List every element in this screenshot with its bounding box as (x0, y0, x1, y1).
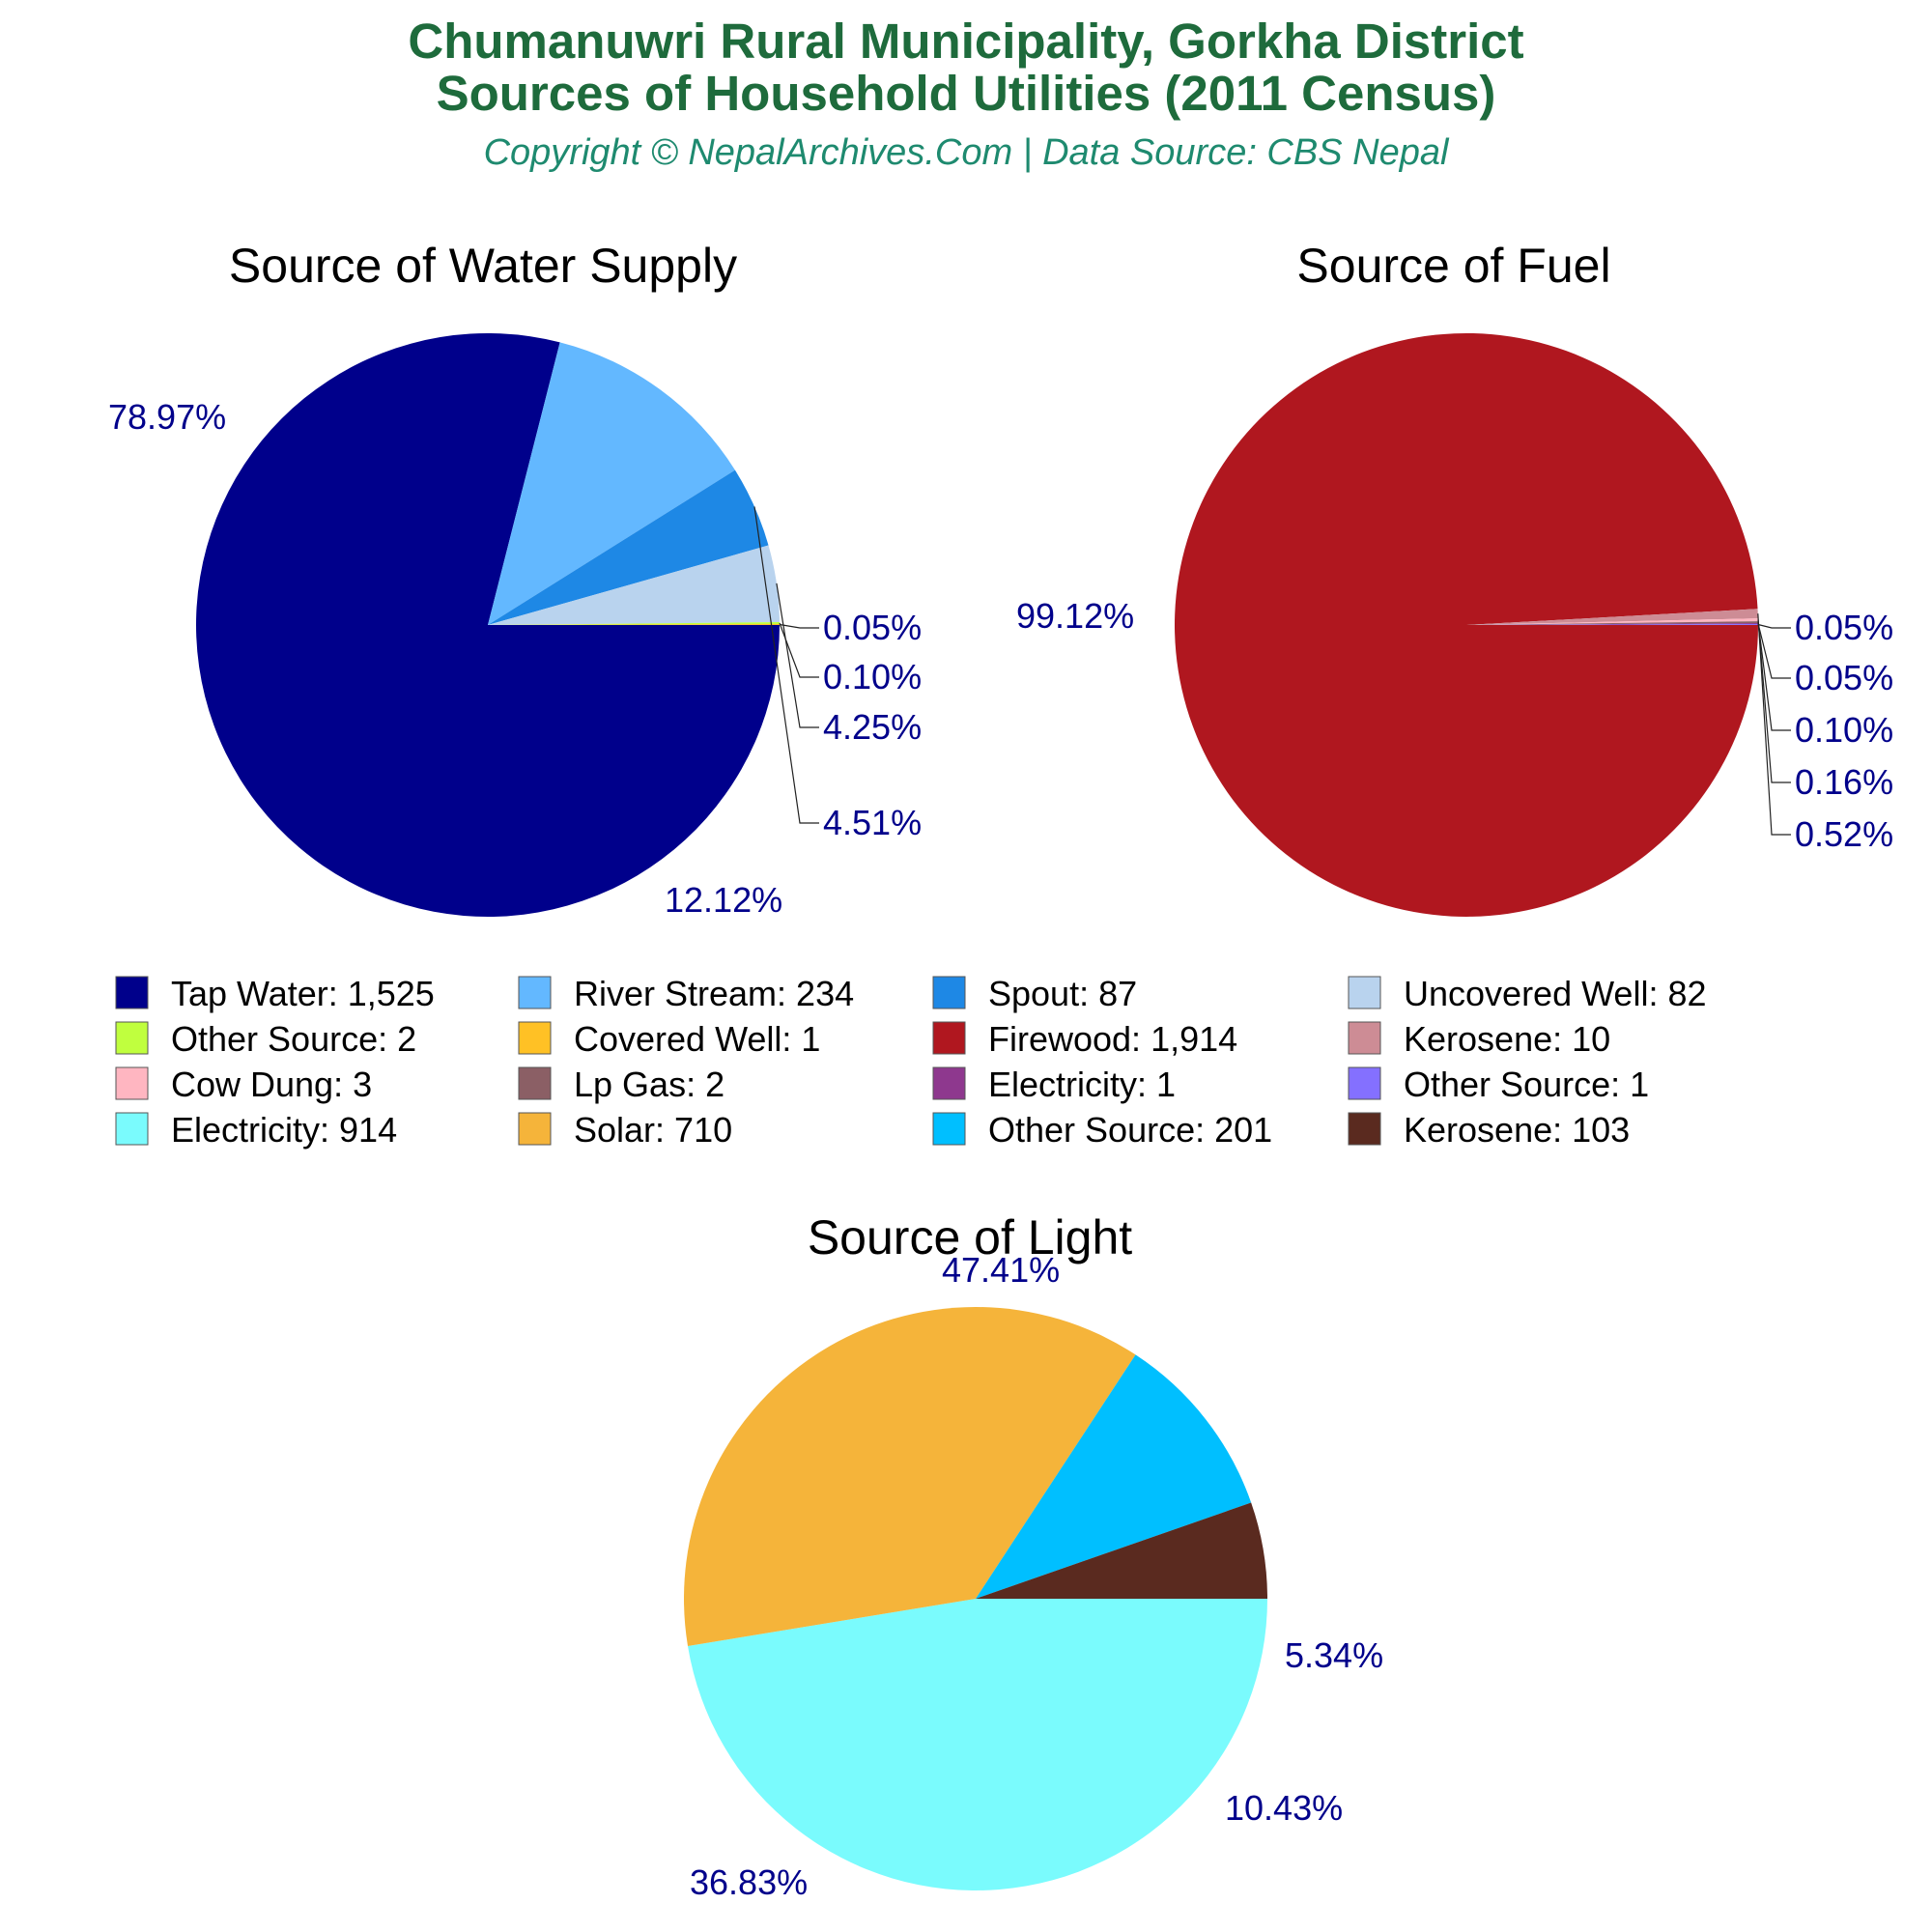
legend-label: Other Source: 2 (171, 1019, 416, 1059)
legend-swatch (518, 1021, 552, 1055)
water-label-tap-water: 78.97% (108, 397, 226, 437)
legend-swatch (518, 976, 552, 1009)
water-slice-tap-water (196, 333, 781, 918)
light-label-kerosene: 5.34% (1285, 1635, 1383, 1675)
legend-swatch (518, 1112, 552, 1146)
legend-swatch (518, 1066, 552, 1100)
water-leader-line (776, 582, 819, 728)
light-label-solar: 36.83% (690, 1862, 808, 1902)
fuel-leader-line (1757, 613, 1791, 836)
fuel-label-electricity: 0.05% (1795, 658, 1893, 697)
water-pie-title: Source of Water Supply (229, 239, 737, 293)
fuel-slice-cow-dung (1466, 618, 1758, 625)
legend-swatch (932, 1112, 966, 1146)
legend-label: Other Source: 201 (988, 1110, 1272, 1150)
fuel-slice-kerosene (1466, 609, 1758, 625)
fuel-label-cow-dung: 0.16% (1795, 762, 1893, 802)
legend-label: Uncovered Well: 82 (1404, 974, 1707, 1013)
legend-swatch (932, 976, 966, 1009)
water-slice-other-source (488, 622, 780, 625)
legend-label: Spout: 87 (988, 974, 1137, 1013)
light-label-electricity: 47.41% (942, 1250, 1060, 1290)
legend-swatch (932, 1066, 966, 1100)
legend-swatch (1348, 1021, 1381, 1055)
fuel-leader-line (1757, 622, 1791, 731)
fuel-label-kerosene: 0.52% (1795, 814, 1893, 854)
legend-label: Electricity: 914 (171, 1110, 397, 1150)
fuel-slice-other-source (1466, 624, 1759, 625)
water-supply-pie: 78.97% 12.12% 4.51% 4.25% 0.10% 0.05% (108, 333, 922, 920)
water-leader-line (779, 623, 819, 629)
legend-label: Kerosene: 103 (1404, 1110, 1630, 1150)
water-leader-line (753, 506, 819, 824)
legend-label: Covered Well: 1 (574, 1019, 820, 1059)
legend-label: Electricity: 1 (988, 1065, 1176, 1104)
water-slice-uncovered-well (488, 545, 780, 625)
legend-swatch (1348, 1066, 1381, 1100)
legend-swatch (932, 1021, 966, 1055)
light-slice-solar (683, 1306, 1136, 1646)
water-slice-river-stream (488, 342, 735, 625)
light-slice-other-source (976, 1354, 1252, 1599)
fuel-slice-lp-gas (1466, 621, 1758, 625)
light-label-other-source: 10.43% (1225, 1788, 1343, 1828)
water-label-spout: 4.51% (823, 803, 922, 842)
light-pie-title: Source of Light (808, 1210, 1132, 1264)
legend-label: Kerosene: 10 (1404, 1019, 1610, 1059)
fuel-leader-line (1757, 623, 1791, 629)
fuel-slice-electricity (1466, 623, 1758, 625)
legend-swatch (115, 1112, 149, 1146)
fuel-leader-line (1757, 619, 1791, 783)
legend-label: Tap Water: 1,525 (171, 974, 435, 1013)
fuel-pie: 99.12% 0.52% 0.16% 0.10% 0.05% 0.05% (1016, 332, 1893, 917)
legend-label: Cow Dung: 3 (171, 1065, 372, 1104)
legend: Tap Water: 1,525 River Stream: 234 Spout: … (115, 974, 1707, 1150)
legend-label: Lp Gas: 2 (574, 1065, 724, 1104)
legend-swatch (1348, 976, 1381, 1009)
chart-subtitle: Copyright © NepalArchives.Com | Data Sou… (484, 132, 1450, 173)
main-title-line2: Sources of Household Utilities (2011 Cen… (437, 66, 1496, 121)
fuel-label-other-source: 0.05% (1795, 608, 1893, 647)
legend-label: Solar: 710 (574, 1110, 732, 1150)
fuel-leader-line (1757, 623, 1791, 679)
water-label-uncovered-well: 4.25% (823, 707, 922, 747)
legend-swatch (1348, 1112, 1381, 1146)
water-slice-covered-well (488, 624, 781, 625)
fuel-label-firewood: 99.12% (1016, 596, 1134, 636)
light-pie: 47.41% 36.83% 10.43% 5.34% (683, 1250, 1383, 1902)
water-label-river-stream: 12.12% (665, 880, 782, 920)
legend-label: Other Source: 1 (1404, 1065, 1649, 1104)
legend-swatch (115, 1066, 149, 1100)
legend-label: Firewood: 1,914 (988, 1019, 1237, 1059)
fuel-label-lp-gas: 0.10% (1795, 710, 1893, 750)
light-slice-electricity (688, 1599, 1267, 1891)
light-slice-kerosene (976, 1502, 1267, 1599)
main-title-line1: Chumanuwri Rural Municipality, Gorkha Di… (408, 14, 1523, 69)
water-label-other-source: 0.10% (823, 657, 922, 696)
fuel-slice-firewood (1175, 332, 1758, 917)
water-label-covered-well: 0.05% (823, 608, 922, 647)
water-leader-line (779, 622, 819, 678)
fuel-pie-title: Source of Fuel (1296, 239, 1610, 293)
legend-swatch (115, 976, 149, 1009)
legend-swatch (115, 1021, 149, 1055)
legend-label: River Stream: 234 (574, 974, 854, 1013)
water-slice-spout (488, 469, 769, 625)
